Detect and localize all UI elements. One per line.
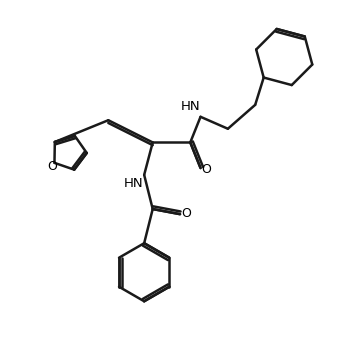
- Text: O: O: [202, 163, 212, 176]
- Text: O: O: [47, 161, 57, 174]
- Text: HN: HN: [124, 177, 144, 190]
- Text: HN: HN: [181, 100, 201, 113]
- Text: O: O: [181, 207, 191, 220]
